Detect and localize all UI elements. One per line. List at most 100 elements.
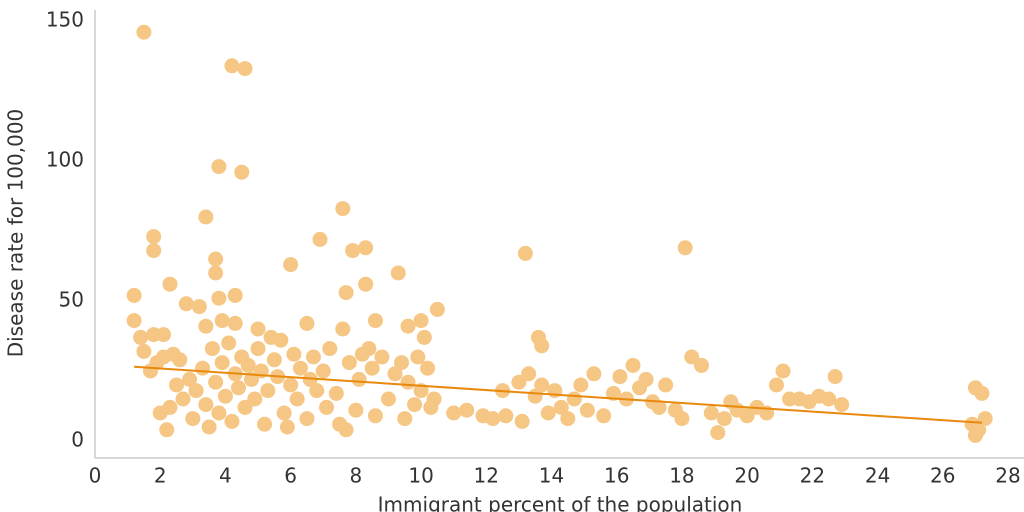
- point: [335, 321, 351, 337]
- point: [498, 408, 514, 424]
- point: [292, 360, 308, 376]
- point: [146, 229, 162, 245]
- x-tick-label: 10: [408, 464, 433, 488]
- point: [394, 355, 410, 371]
- point: [361, 341, 377, 357]
- x-tick-label: 28: [995, 464, 1020, 488]
- point: [283, 257, 299, 273]
- point: [309, 383, 325, 399]
- point: [260, 383, 276, 399]
- point: [204, 341, 220, 357]
- x-tick-label: 4: [219, 464, 232, 488]
- point: [211, 290, 227, 306]
- point: [221, 335, 237, 351]
- point: [674, 411, 690, 427]
- point: [312, 231, 328, 247]
- point: [380, 391, 396, 407]
- x-tick-label: 18: [669, 464, 694, 488]
- point: [596, 408, 612, 424]
- y-tick-label: 50: [59, 288, 84, 312]
- point: [553, 399, 569, 415]
- point: [625, 357, 641, 373]
- point: [390, 265, 406, 281]
- point: [208, 374, 224, 390]
- point: [214, 355, 230, 371]
- point: [974, 385, 990, 401]
- point: [374, 349, 390, 365]
- point: [446, 405, 462, 421]
- point: [299, 315, 315, 331]
- point: [658, 377, 674, 393]
- x-tick-label: 14: [539, 464, 564, 488]
- point: [201, 419, 217, 435]
- point: [136, 24, 152, 40]
- point: [459, 402, 475, 418]
- point: [214, 313, 230, 329]
- point: [234, 164, 250, 180]
- point: [247, 391, 263, 407]
- point: [716, 411, 732, 427]
- point: [175, 391, 191, 407]
- point: [566, 391, 582, 407]
- point: [977, 411, 993, 427]
- point: [159, 422, 175, 438]
- point: [485, 411, 501, 427]
- point: [338, 285, 354, 301]
- point: [416, 329, 432, 345]
- point: [279, 419, 295, 435]
- point: [540, 405, 556, 421]
- point: [579, 402, 595, 418]
- point: [322, 341, 338, 357]
- point: [188, 383, 204, 399]
- point: [387, 366, 403, 382]
- point: [413, 313, 429, 329]
- point: [162, 276, 178, 292]
- point: [775, 363, 791, 379]
- point: [136, 343, 152, 359]
- point: [126, 287, 142, 303]
- x-tick-label: 12: [474, 464, 499, 488]
- point: [237, 61, 253, 77]
- x-tick-label: 26: [930, 464, 955, 488]
- point: [967, 427, 983, 443]
- point: [684, 349, 700, 365]
- point: [211, 159, 227, 175]
- point: [289, 391, 305, 407]
- point: [573, 377, 589, 393]
- point: [335, 201, 351, 217]
- point: [250, 341, 266, 357]
- point: [420, 360, 436, 376]
- point: [407, 397, 423, 413]
- point: [693, 357, 709, 373]
- point: [514, 413, 530, 429]
- point: [397, 411, 413, 427]
- x-tick-label: 24: [865, 464, 890, 488]
- point: [182, 371, 198, 387]
- x-tick-label: 2: [154, 464, 167, 488]
- point: [367, 313, 383, 329]
- y-axis-label: Disease rate for 100,000: [4, 109, 28, 358]
- point: [827, 369, 843, 385]
- point: [237, 399, 253, 415]
- x-tick-label: 22: [800, 464, 825, 488]
- point: [351, 371, 367, 387]
- point: [348, 402, 364, 418]
- point: [198, 209, 214, 225]
- y-tick-label: 150: [46, 8, 84, 32]
- point: [651, 399, 667, 415]
- point: [429, 301, 445, 317]
- point: [834, 397, 850, 413]
- point: [172, 352, 188, 368]
- point: [410, 349, 426, 365]
- point: [250, 321, 266, 337]
- point: [305, 349, 321, 365]
- point: [155, 327, 171, 343]
- point: [146, 243, 162, 259]
- point: [286, 346, 302, 362]
- y-tick-label: 100: [46, 148, 84, 172]
- point: [511, 374, 527, 390]
- point: [821, 391, 837, 407]
- point: [358, 240, 374, 256]
- point: [768, 377, 784, 393]
